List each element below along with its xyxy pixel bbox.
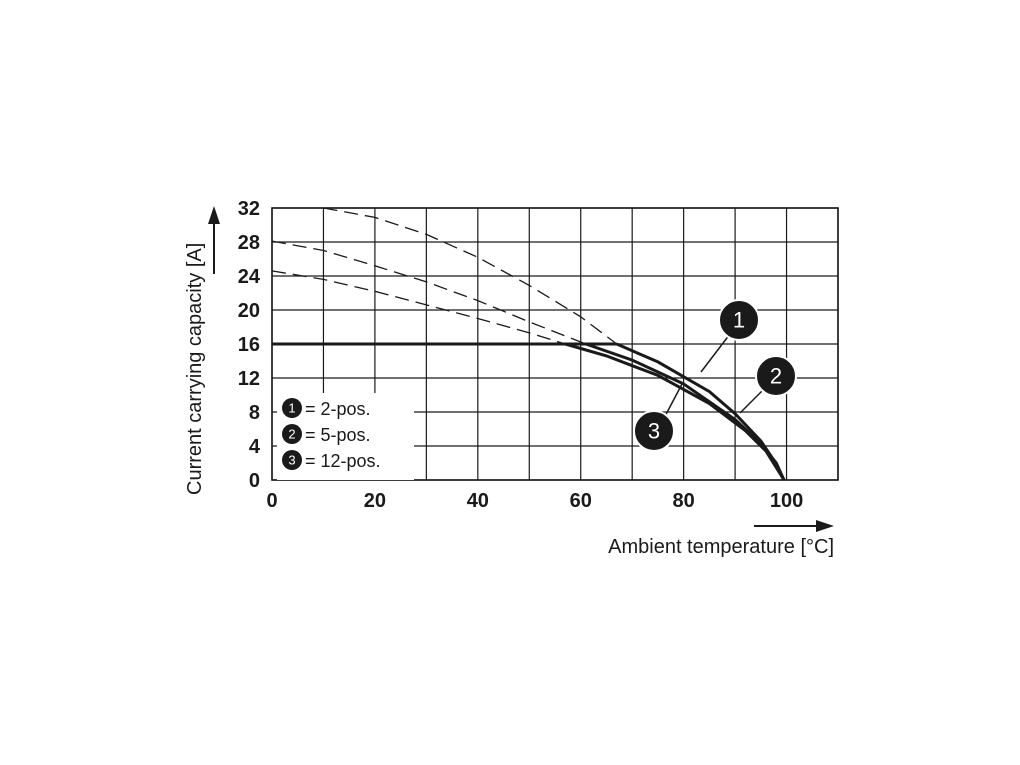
y-tick-label: 16 — [238, 334, 260, 356]
x-tick-label: 0 — [266, 490, 277, 512]
y-tick-label: 20 — [238, 300, 260, 322]
x-axis-arrow-icon — [754, 520, 834, 532]
series-1-dashed-line — [323, 207, 618, 345]
y-tick-label: 28 — [238, 232, 260, 254]
series-3-dashed-line — [271, 270, 566, 345]
series-2-dashed-line — [271, 240, 587, 345]
callout-2-label: 2 — [770, 364, 782, 389]
legend-item-1: 1 = 2-pos. — [282, 398, 371, 419]
extrapolated-curves — [271, 207, 618, 345]
legend-badge-3-label: 3 — [288, 453, 295, 468]
x-tick-label: 20 — [364, 490, 386, 512]
legend-badge-3 — [282, 450, 302, 470]
x-axis-label: Ambient temperature [°C] — [608, 536, 834, 558]
x-tick-label: 40 — [467, 490, 489, 512]
legend-badge-2 — [282, 424, 302, 444]
x-tick-label: 100 — [770, 490, 803, 512]
callout-2: 2 — [739, 355, 797, 414]
y-tick-label: 0 — [249, 470, 260, 492]
legend-label-1: = 2-pos. — [305, 399, 371, 419]
x-tick-label: 80 — [673, 490, 695, 512]
legend: 1 = 2-pos. 2 = 5-pos. 3 = 12-pos. — [277, 393, 414, 480]
series-2-line — [585, 342, 786, 481]
legend-badge-1-label: 1 — [288, 401, 295, 416]
legend-item-2: 2 = 5-pos. — [282, 424, 371, 445]
callout-1-label: 1 — [733, 308, 745, 333]
legend-label-3: = 12-pos. — [305, 451, 381, 471]
y-axis-arrow-icon — [208, 206, 220, 274]
x-tick-label: 60 — [570, 490, 592, 512]
derating-curves — [272, 342, 786, 481]
y-tick-label: 12 — [238, 368, 260, 390]
y-tick-label: 32 — [238, 198, 260, 220]
y-tick-label: 4 — [249, 436, 261, 458]
y-axis-label: Current carrying capacity [A] — [184, 243, 206, 495]
y-tick-label: 8 — [249, 402, 260, 424]
legend-badge-1 — [282, 398, 302, 418]
legend-badge-2-label: 2 — [288, 427, 295, 442]
legend-item-3: 3 = 12-pos. — [282, 450, 381, 471]
series-3-line — [564, 342, 786, 481]
callout-3-label: 3 — [648, 419, 660, 444]
callout-3: 3 — [633, 383, 683, 452]
legend-label-2: = 5-pos. — [305, 425, 371, 445]
callout-1: 1 — [700, 299, 760, 373]
y-tick-label: 24 — [238, 266, 261, 288]
